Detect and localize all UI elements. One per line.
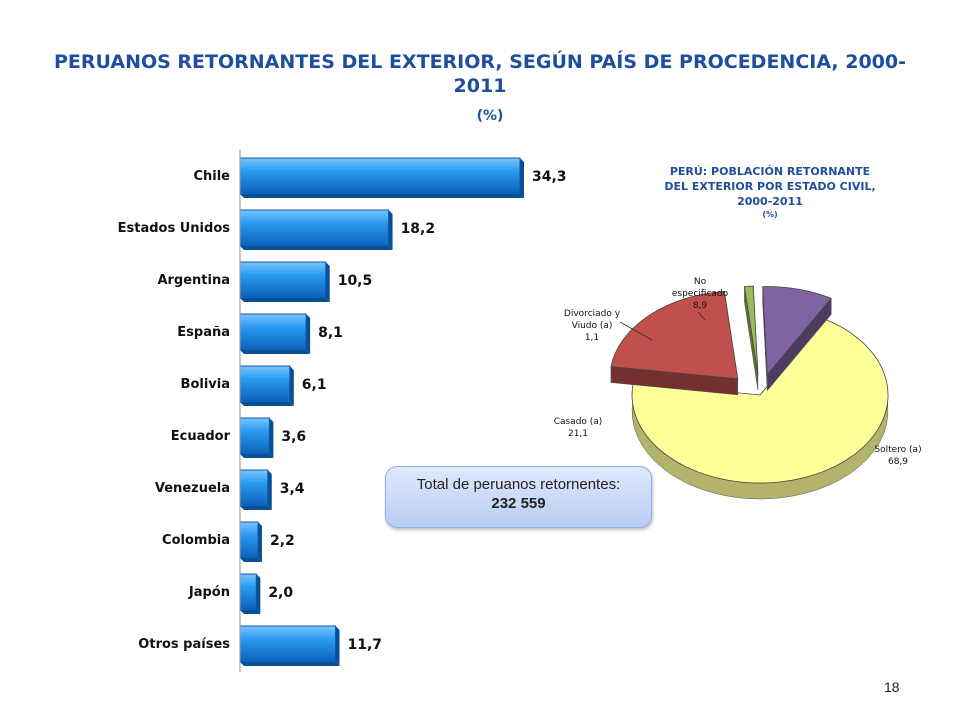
bar-side bbox=[306, 314, 311, 354]
category-label: Colombia bbox=[162, 533, 230, 548]
pie-leader-line bbox=[697, 311, 706, 321]
category-label: España bbox=[177, 325, 230, 340]
category-label: Bolivia bbox=[181, 377, 230, 392]
bar bbox=[239, 469, 269, 507]
category-label: Japón bbox=[188, 585, 230, 600]
bar-value-label: 3,6 bbox=[281, 429, 306, 445]
bar-side bbox=[335, 626, 340, 666]
category-label: Chile bbox=[193, 169, 230, 184]
bar-bottom bbox=[240, 662, 340, 666]
bar bbox=[239, 313, 307, 351]
bar bbox=[239, 417, 270, 455]
bar-value-label: 2,0 bbox=[268, 585, 293, 601]
pie-slice-label: 68,9 bbox=[888, 457, 908, 467]
bar-side bbox=[267, 470, 272, 510]
page-title: PERUANOS RETORNANTES DEL EXTERIOR, SEGÚN… bbox=[53, 51, 906, 97]
bar bbox=[239, 261, 327, 299]
bar-bottom bbox=[240, 610, 261, 614]
bar-value-label: 2,2 bbox=[270, 533, 295, 549]
pie-slice-label: Casado (a) bbox=[554, 417, 603, 427]
pie-slice-label: 21,1 bbox=[568, 429, 588, 439]
bar-bottom bbox=[240, 194, 524, 198]
country-bar-chart: Chile 34,3 Estados Unidos 18,2 Argentina 10,5… bbox=[118, 150, 567, 672]
category-label: Argentina bbox=[157, 273, 230, 288]
bar-side bbox=[520, 158, 524, 198]
bar-side bbox=[269, 418, 274, 458]
bar bbox=[239, 573, 257, 611]
bar bbox=[239, 625, 337, 663]
page-subtitle: (%) bbox=[476, 108, 504, 124]
bar-value-label: 18,2 bbox=[401, 221, 436, 237]
pie-slice bbox=[610, 290, 739, 380]
pie-slice-label: No bbox=[694, 277, 707, 287]
pie-slice-label: Soltero (a) bbox=[874, 445, 921, 455]
bar-value-label: 10,5 bbox=[338, 273, 373, 289]
bar bbox=[239, 365, 291, 403]
bar bbox=[239, 521, 259, 559]
bar-bottom bbox=[240, 246, 393, 250]
bar-bottom bbox=[240, 454, 274, 458]
category-label: Otros países bbox=[138, 637, 230, 652]
bar-bottom bbox=[240, 350, 311, 354]
category-label: Estados Unidos bbox=[118, 221, 231, 236]
pie-slice-label: 1,1 bbox=[585, 333, 599, 343]
bar-side bbox=[257, 522, 262, 562]
bar-bottom bbox=[240, 402, 294, 406]
pie-title-line: DEL EXTERIOR POR ESTADO CIVIL, bbox=[664, 180, 876, 193]
bar-value-label: 3,4 bbox=[280, 481, 305, 497]
bar-value-label: 8,1 bbox=[318, 325, 343, 341]
pie-slice-label: Divorciado y bbox=[564, 309, 621, 319]
bar-value-label: 6,1 bbox=[302, 377, 327, 393]
pie-chart-title: PERÚ: POBLACIÓN RETORNANTE DEL EXTERIOR P… bbox=[640, 164, 900, 221]
pie-title-line: 2000-2011 bbox=[737, 195, 803, 208]
pie-chart-subtitle: (%) bbox=[762, 210, 778, 219]
total-value: 232 559 bbox=[491, 495, 546, 512]
total-returnees-box: Total de peruanos retornentes: 232 559 bbox=[385, 466, 652, 528]
pie-title-line: PERÚ: POBLACIÓN RETORNANTE bbox=[669, 165, 871, 178]
bar-side bbox=[289, 366, 294, 406]
bar-value-label: 34,3 bbox=[532, 169, 567, 185]
bar-side bbox=[325, 262, 330, 302]
pie-slice bbox=[744, 285, 759, 375]
pie-slice bbox=[762, 286, 832, 376]
pie-slice-label: Viudo (a) bbox=[572, 321, 613, 331]
pie-slice-label: especificado bbox=[672, 289, 729, 299]
pie-leader-line bbox=[619, 321, 653, 341]
bar-side bbox=[388, 210, 393, 250]
bar-side bbox=[256, 574, 261, 614]
bar bbox=[239, 157, 521, 195]
bar-bottom bbox=[240, 298, 330, 302]
bar-bottom bbox=[240, 558, 262, 562]
pie-slice-label: 8,9 bbox=[693, 301, 708, 311]
category-label: Venezuela bbox=[155, 481, 230, 496]
bar bbox=[239, 209, 390, 247]
civil-status-pie-chart: Soltero (a) 68,9 Casado (a) 21,1 Divorciado … bbox=[554, 277, 922, 500]
total-label: Total de peruanos retornentes: bbox=[416, 476, 621, 493]
page-number: 18 bbox=[884, 679, 900, 695]
pie-slice bbox=[631, 318, 889, 484]
bar-bottom bbox=[240, 506, 272, 510]
category-label: Ecuador bbox=[171, 429, 231, 444]
bar-value-label: 11,7 bbox=[348, 637, 383, 653]
